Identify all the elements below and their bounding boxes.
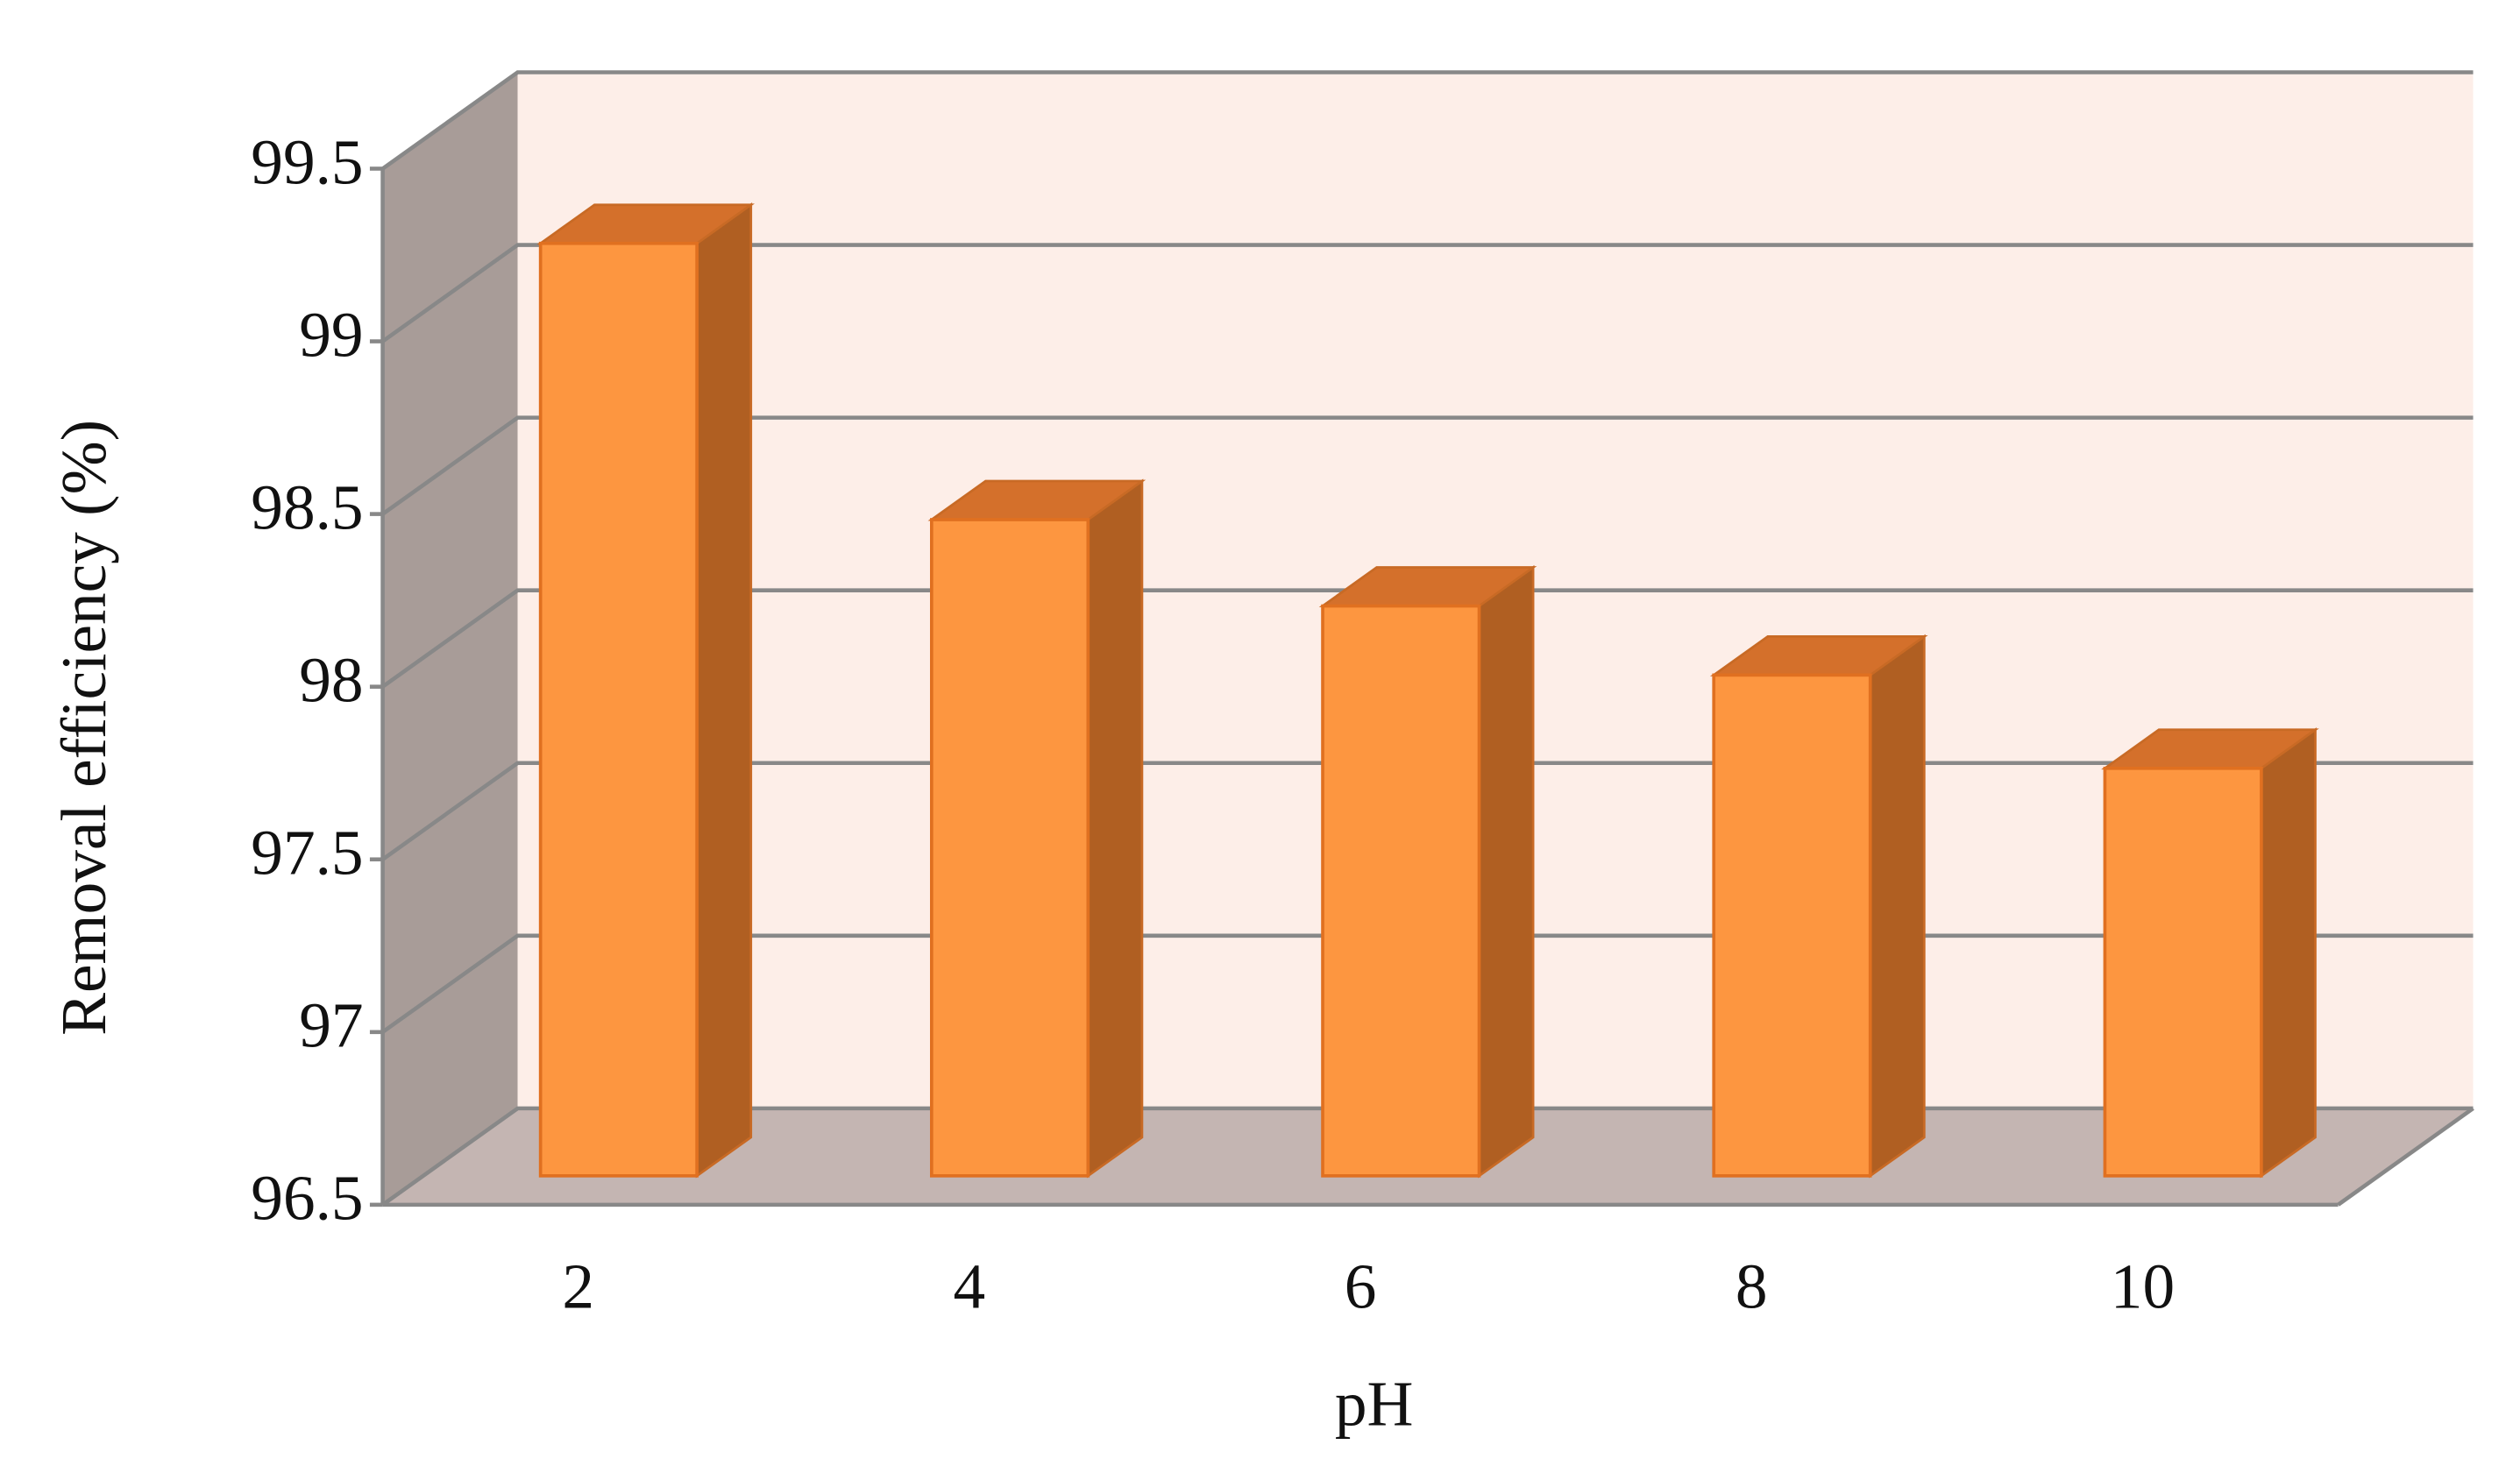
- bar-side: [1086, 478, 1144, 1179]
- floor-edge: [2337, 1107, 2474, 1207]
- bar: [2103, 766, 2263, 1178]
- grid-line: [381, 70, 2474, 171]
- grid-line: [381, 243, 2474, 343]
- bar: [930, 518, 1090, 1178]
- y-tick-label: 98: [299, 645, 363, 716]
- bar: [1321, 604, 1481, 1178]
- x-tick-label: 6: [1345, 1251, 1377, 1322]
- y-tick-label: 97.5: [251, 818, 363, 889]
- bar: [538, 241, 699, 1178]
- y-tick-label: 97: [299, 990, 363, 1061]
- bar: [1712, 673, 1872, 1178]
- x-axis-title: pH: [1335, 1368, 1414, 1439]
- x-tick-label: 2: [562, 1251, 594, 1322]
- y-tick-label: 96.5: [251, 1163, 363, 1234]
- bar-side: [695, 202, 753, 1179]
- y-tick-label: 99.5: [251, 126, 363, 197]
- x-tick-label: 10: [2111, 1251, 2175, 1322]
- x-tick-label: 8: [1736, 1251, 1768, 1322]
- grid-line: [381, 588, 2474, 689]
- y-tick-label: 99: [299, 299, 363, 370]
- bar-side: [2260, 727, 2317, 1179]
- y-tick-label: 98.5: [251, 471, 363, 542]
- bar-side: [1869, 634, 1926, 1179]
- grid-line: [381, 415, 2474, 516]
- y-axis-title: Removal efficiency (%): [48, 420, 119, 1036]
- bar-side: [1478, 564, 1535, 1179]
- x-tick-label: 4: [954, 1251, 986, 1322]
